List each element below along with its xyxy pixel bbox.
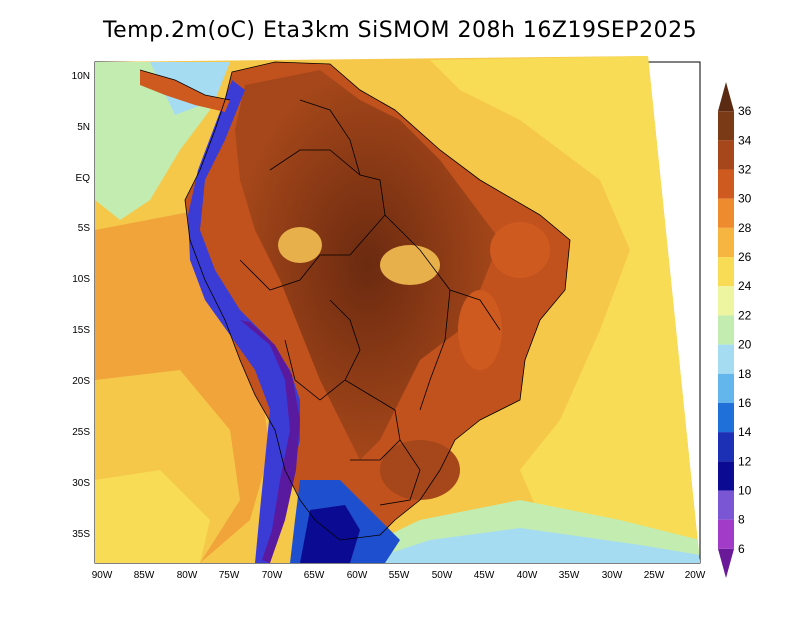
lon-label: 45W — [474, 570, 495, 581]
highland-patch-2 — [278, 227, 322, 263]
field-layer — [95, 56, 700, 563]
lon-label: 85W — [134, 570, 155, 581]
colorbar-label: 30 — [738, 192, 752, 206]
colorbar-label: 24 — [738, 279, 752, 293]
country-borders — [139, 61, 571, 541]
south-atlantic-cold — [360, 528, 700, 563]
interior-hot-zone — [235, 70, 500, 460]
colorbar-label: 14 — [738, 425, 752, 439]
latitude-axis: 10N 5N EQ 5S 10S 15S 20S 25S 30S 35S — [72, 71, 91, 540]
highland-patch-3 — [458, 290, 502, 370]
colorbar-swatch — [718, 432, 734, 462]
colorbar-swatch — [718, 402, 734, 433]
lon-label: 30W — [602, 570, 623, 581]
colorbar-swatch — [718, 140, 734, 170]
northeast-patch — [490, 222, 550, 278]
lon-label: 75W — [219, 570, 240, 581]
colorbar-swatch — [718, 344, 734, 374]
lon-label: 25W — [644, 570, 665, 581]
colorbar-swatch — [718, 490, 734, 520]
lon-label: 40W — [517, 570, 538, 581]
lon-label: 60W — [347, 570, 368, 581]
colorbar-swatch — [718, 286, 734, 316]
lat-label: 5S — [78, 223, 91, 234]
lon-label: 65W — [304, 570, 325, 581]
colorbar-label: 12 — [738, 454, 752, 468]
lon-label: 90W — [92, 570, 113, 581]
colorbar-label: 18 — [738, 367, 752, 381]
lat-label: 20S — [72, 376, 90, 387]
colorbar-swatch — [718, 519, 734, 549]
colorbar-swatch — [718, 227, 734, 258]
colorbar-label: 20 — [738, 338, 752, 352]
colorbar-swatch — [718, 257, 734, 287]
map-title: Temp.2m(oC) Eta3km SiSMOM 208h 16Z19SEP2… — [102, 18, 698, 43]
lat-label: 15S — [72, 325, 90, 336]
colorbar-swatch — [718, 111, 734, 141]
lon-label: 35W — [559, 570, 580, 581]
colorbar-label: 16 — [738, 396, 752, 410]
lat-label: 30S — [72, 478, 90, 489]
colorbar-swatch — [718, 315, 734, 345]
andes-high-zone — [240, 320, 300, 563]
lon-label: 50W — [432, 570, 453, 581]
lat-label: 10N — [72, 71, 90, 82]
colorbar-label: 32 — [738, 163, 752, 177]
colorbar: 36 34 32 30 28 26 24 22 20 18 16 14 12 10 8 6 — [718, 82, 752, 578]
lat-label: EQ — [76, 173, 91, 184]
lon-label: 20W — [685, 570, 706, 581]
colorbar-swatch — [718, 461, 734, 491]
colorbar-swatch — [718, 198, 734, 228]
lat-label: 5N — [77, 122, 90, 133]
colorbar-label: 34 — [738, 133, 752, 147]
highland-patch-1 — [380, 245, 440, 285]
colorbar-swatch — [718, 169, 734, 199]
central-america-land — [140, 70, 230, 112]
colorbar-swatch — [718, 373, 734, 403]
colorbar-label: 8 — [738, 513, 745, 527]
lon-label: 80W — [177, 570, 198, 581]
pacific-south-zone — [95, 470, 210, 563]
lon-label: 70W — [262, 570, 283, 581]
colorbar-swatch — [718, 548, 734, 578]
longitude-axis: 90W 85W 80W 75W 70W 65W 60W 55W 50W 45W … — [92, 570, 706, 581]
colorbar-label: 22 — [738, 308, 752, 322]
colorbar-label: 28 — [738, 221, 752, 235]
lat-label: 25S — [72, 427, 90, 438]
colorbar-label: 26 — [738, 250, 752, 264]
atlantic-warm-zone — [430, 56, 700, 563]
lon-label: 55W — [389, 570, 410, 581]
lat-label: 35S — [72, 529, 90, 540]
colorbar-label: 6 — [738, 542, 745, 556]
colorbar-label: 36 — [738, 104, 752, 118]
colorbar-label: 10 — [738, 483, 752, 497]
colorbar-swatch — [718, 82, 734, 112]
lat-label: 10S — [72, 274, 90, 285]
